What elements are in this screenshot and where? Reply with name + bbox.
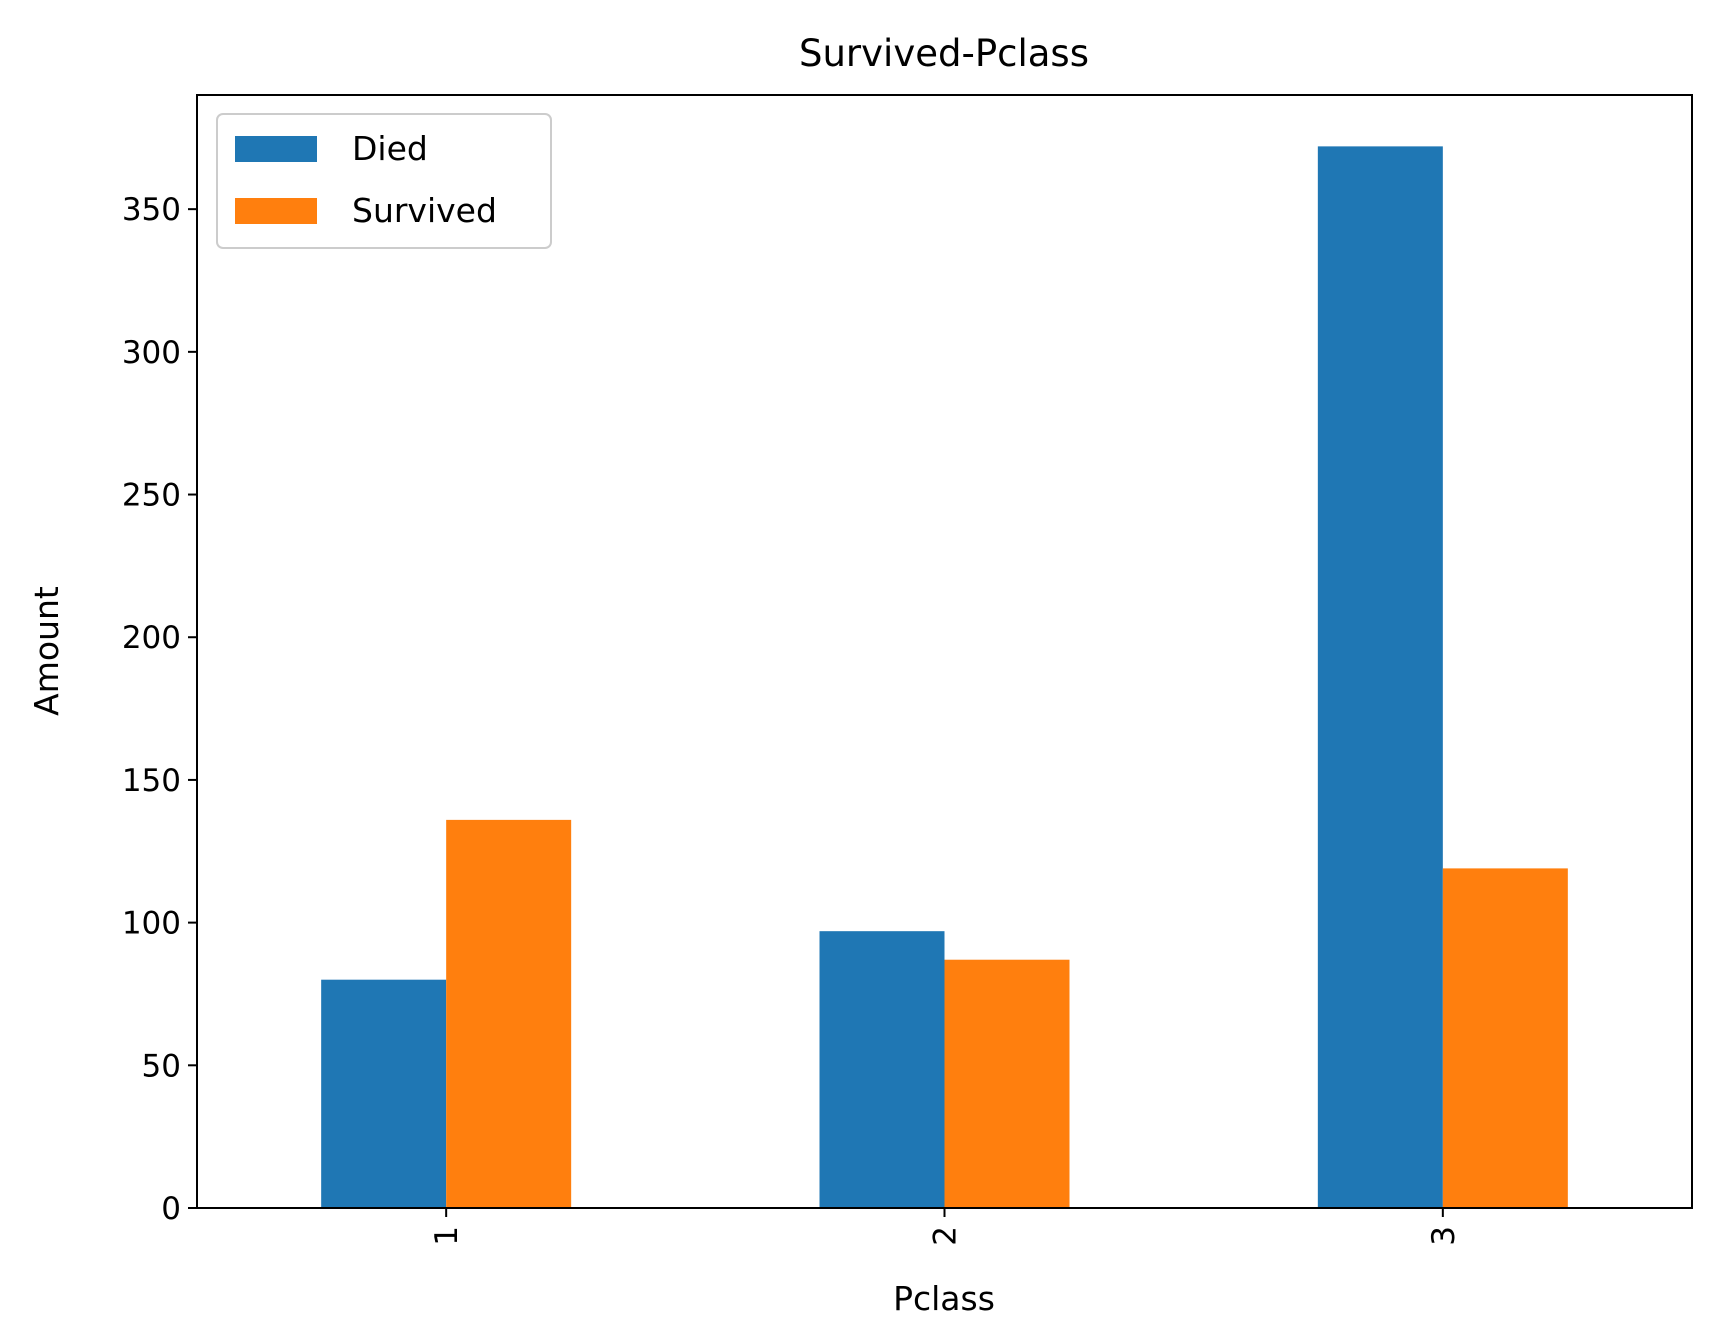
bar-survived-1: Survived 1: 136 — [446, 819, 572, 1208]
legend-swatch-died — [235, 136, 317, 162]
y-axis: 0 50 100 150 200 250 300 350 — [122, 192, 197, 1227]
bars: Died 1: 80Survived 1: 136Died 2: 97Survi… — [321, 146, 1568, 1208]
bar-survived-3: Survived 3: 119 — [1442, 868, 1568, 1208]
y-axis-title: Amount — [27, 586, 66, 716]
y-tick-label-200: 200 — [122, 620, 181, 656]
x-axis-title: Pclass — [893, 1279, 995, 1318]
legend-label-survived: Survived — [352, 191, 497, 230]
x-tick-label-1: 1 — [429, 1226, 465, 1246]
y-tick-label-350: 350 — [122, 192, 181, 228]
x-tick-label-3: 3 — [1426, 1226, 1462, 1246]
chart-title: Survived-Pclass — [799, 32, 1089, 75]
legend: Died Survived — [216, 113, 552, 249]
bar-died-1: Died 1: 80 — [321, 979, 447, 1208]
x-axis: 1 2 3 — [429, 1208, 1462, 1246]
bar-died-2: Died 2: 97 — [819, 931, 945, 1208]
y-tick-label-100: 100 — [122, 906, 181, 942]
bar-died-3: Died 3: 372 — [1317, 146, 1443, 1208]
x-tick-label-2: 2 — [928, 1226, 964, 1246]
y-tick-label-250: 250 — [122, 478, 181, 514]
y-tick-label-150: 150 — [122, 763, 181, 799]
legend-swatch-survived — [235, 198, 317, 224]
legend-label-died: Died — [352, 129, 428, 168]
y-tick-label-50: 50 — [142, 1048, 181, 1084]
y-tick-label-300: 300 — [122, 335, 181, 371]
y-tick-label-0: 0 — [161, 1191, 181, 1227]
bar-survived-2: Survived 2: 87 — [944, 959, 1070, 1208]
